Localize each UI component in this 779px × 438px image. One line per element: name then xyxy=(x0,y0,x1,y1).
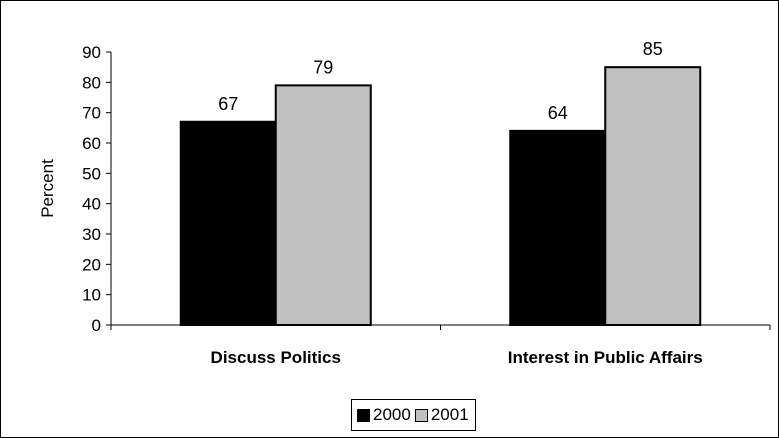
legend-item-2000: 2000 xyxy=(357,405,411,425)
y-tick-label: 60 xyxy=(82,134,101,153)
data-label-2000-1: 67 xyxy=(218,94,238,114)
chart-plot: 0 10 20 30 40 50 60 70 80 90 67 79 Discuss Politics 6… xyxy=(38,39,771,367)
data-label-2001-1: 79 xyxy=(313,57,333,77)
y-tick-label: 30 xyxy=(82,225,101,244)
bar-2000-1 xyxy=(179,120,277,327)
bar-2000-2 xyxy=(509,129,607,326)
legend: 2000 2001 xyxy=(351,399,476,431)
category-label: Discuss Politics xyxy=(211,348,341,367)
bar-2001-2 xyxy=(604,66,702,327)
data-label-2000-2: 64 xyxy=(548,103,568,123)
y-tick-label: 10 xyxy=(82,286,101,305)
bar-2001-1 xyxy=(274,84,372,326)
data-label-2001-2: 85 xyxy=(643,39,663,59)
y-tick-label: 40 xyxy=(82,195,101,214)
legend-item-2001: 2001 xyxy=(414,405,469,425)
y-axis-title: Percent xyxy=(38,159,57,218)
legend-label-2001: 2001 xyxy=(430,405,469,424)
category-label: Interest in Public Affairs xyxy=(508,348,703,367)
y-tick-label: 90 xyxy=(82,43,101,62)
y-tick-label: 80 xyxy=(82,73,101,92)
y-tick-label: 70 xyxy=(82,104,101,123)
y-tick-label: 50 xyxy=(82,164,101,183)
legend-label-2000: 2000 xyxy=(373,405,411,424)
y-tick-label: 0 xyxy=(92,316,101,335)
legend-swatch-2001 xyxy=(414,408,428,422)
legend-swatch-2000 xyxy=(357,408,370,422)
y-tick-label: 20 xyxy=(82,255,101,274)
